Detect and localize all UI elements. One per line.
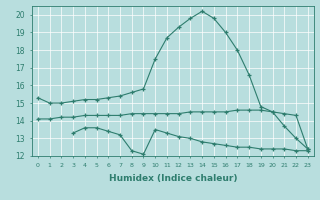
X-axis label: Humidex (Indice chaleur): Humidex (Indice chaleur)	[108, 174, 237, 183]
